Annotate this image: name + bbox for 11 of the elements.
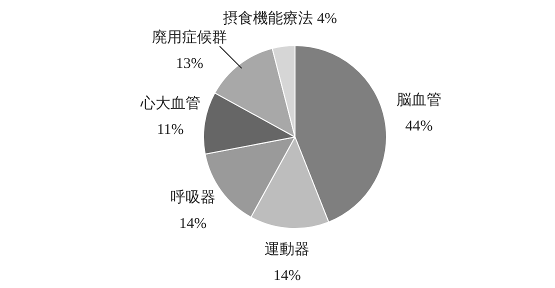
slice-label: 廃用症候群	[152, 29, 228, 46]
data-label: 14%	[273, 268, 301, 284]
slice-label: 運動器	[264, 240, 310, 258]
slice-label: 心大血管	[139, 95, 200, 112]
slice-label: 摂食機能療法 4%	[223, 10, 337, 27]
data-label: 14%	[179, 216, 207, 232]
slice-label: 脳血管	[396, 91, 442, 108]
data-label: 11%	[156, 122, 184, 138]
slice-label: 呼吸器	[170, 189, 216, 206]
data-label: 44%	[405, 118, 433, 134]
data-label: 13%	[176, 56, 204, 72]
